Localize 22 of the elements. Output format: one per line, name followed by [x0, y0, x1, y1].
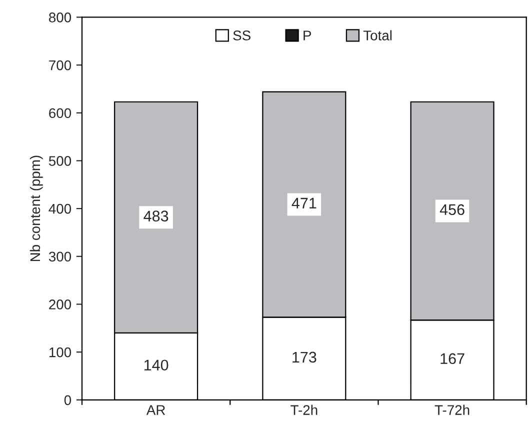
data-label: 167 [440, 353, 464, 364]
y-tick-label: 800 [49, 12, 72, 22]
y-tick-label: 600 [49, 108, 72, 118]
x-tick-label: T-2h [290, 404, 318, 415]
y-tick-label: 700 [49, 60, 72, 70]
y-tick-label: 300 [48, 252, 72, 262]
legend-label: SS [233, 30, 250, 40]
x-tick-label: AR [146, 405, 166, 415]
y-tick-label: 500 [48, 156, 72, 166]
y-tick-label: 400 [48, 204, 72, 214]
legend-label: P [304, 30, 312, 40]
data-label: 140 [144, 360, 168, 371]
data-label: 471 [292, 198, 316, 208]
y-tick-label: 0 [64, 395, 72, 406]
data-label: 456 [440, 204, 464, 216]
y-axis-title: Nb content (ppm) [30, 156, 43, 262]
y-tick-label: 100 [49, 347, 72, 358]
data-label: 173 [292, 352, 316, 363]
legend-label: Total [363, 30, 392, 40]
x-tick-label: T-72h [434, 404, 470, 415]
y-tick-label: 200 [49, 300, 72, 310]
data-label: 483 [144, 210, 168, 222]
